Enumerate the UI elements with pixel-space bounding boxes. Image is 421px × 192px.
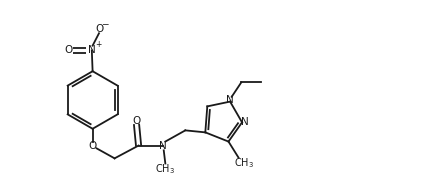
Text: N: N [226, 95, 234, 105]
Text: N: N [88, 46, 96, 55]
Text: +: + [96, 40, 102, 49]
Text: O: O [95, 24, 103, 34]
Text: −: − [101, 19, 109, 28]
Text: O: O [64, 46, 72, 55]
Text: N: N [160, 141, 167, 151]
Text: O: O [133, 116, 141, 126]
Text: CH$_3$: CH$_3$ [234, 157, 254, 170]
Text: CH$_3$: CH$_3$ [155, 163, 176, 176]
Text: O: O [88, 141, 97, 151]
Text: N: N [241, 117, 249, 127]
